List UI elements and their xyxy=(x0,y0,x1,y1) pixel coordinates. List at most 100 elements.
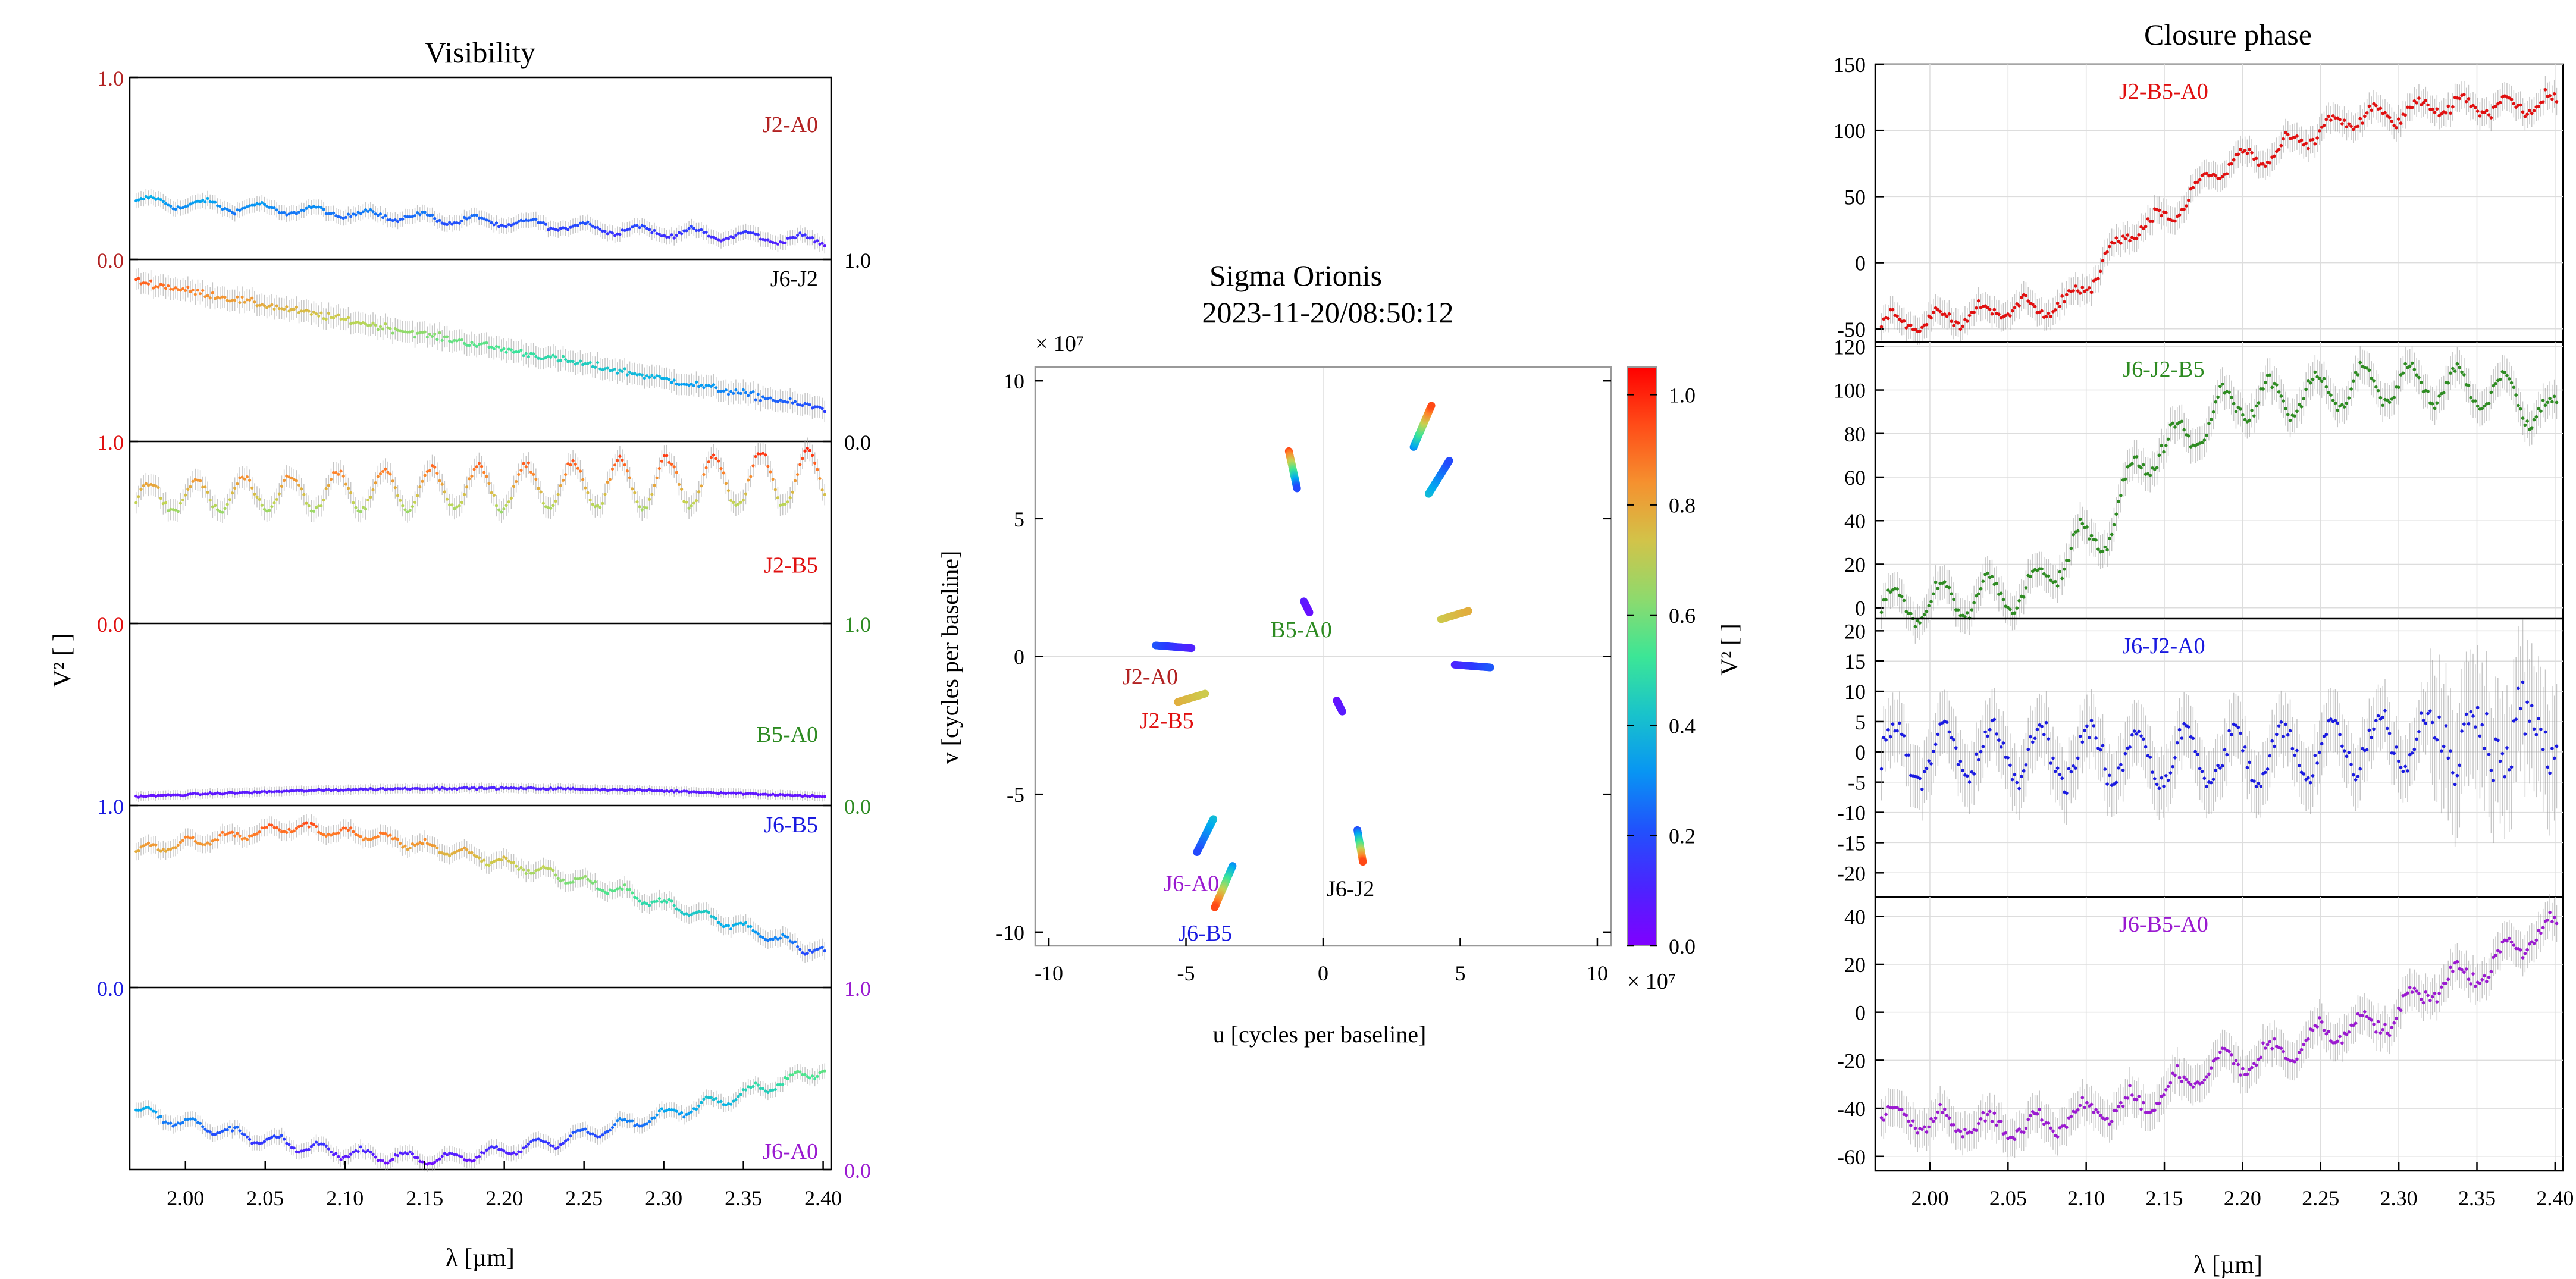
data-point xyxy=(700,383,703,387)
data-point xyxy=(2160,444,2164,448)
data-point xyxy=(314,788,318,792)
data-point xyxy=(2471,714,2475,718)
data-point xyxy=(184,205,187,209)
data-point xyxy=(816,948,819,951)
data-point xyxy=(655,374,659,378)
data-point xyxy=(134,1108,138,1112)
data-point xyxy=(1884,1112,1888,1117)
data-point xyxy=(2494,381,2497,385)
visibility-tick-label: 0.0 xyxy=(97,613,124,637)
data-point xyxy=(2541,399,2545,402)
data-point xyxy=(2207,422,2211,425)
visibility-panel-j6-b5: 1.00.0J6-B5 xyxy=(97,795,831,1001)
data-point xyxy=(2200,769,2204,773)
data-point xyxy=(2444,982,2448,985)
data-point xyxy=(189,792,192,796)
data-point xyxy=(2345,401,2349,405)
uv-y-tick-label: 5 xyxy=(1014,507,1024,531)
data-point xyxy=(534,355,538,358)
data-point xyxy=(139,1108,143,1112)
data-point xyxy=(1992,717,1997,722)
data-point xyxy=(2487,113,2491,117)
data-point xyxy=(2537,929,2540,933)
data-point xyxy=(349,826,353,830)
data-point xyxy=(1895,314,1899,318)
data-point xyxy=(339,317,343,321)
data-point xyxy=(2282,137,2285,141)
data-point xyxy=(818,242,822,246)
data-point xyxy=(142,281,145,285)
data-point xyxy=(391,331,394,335)
data-point xyxy=(455,849,459,853)
data-point xyxy=(2186,198,2190,202)
data-point xyxy=(702,231,706,234)
data-point xyxy=(378,831,383,835)
data-point xyxy=(2523,951,2527,955)
data-point xyxy=(717,921,720,924)
data-point xyxy=(265,509,269,513)
data-point xyxy=(722,238,725,242)
data-point xyxy=(2550,400,2554,404)
data-point xyxy=(2329,393,2333,397)
data-point xyxy=(662,1109,666,1113)
data-point xyxy=(1995,581,1998,585)
data-point xyxy=(421,788,424,791)
data-point xyxy=(253,833,256,836)
data-point xyxy=(233,1126,237,1130)
data-point xyxy=(2518,103,2522,107)
data-point xyxy=(724,924,728,927)
data-point xyxy=(2085,525,2089,529)
colorbar-tick-label: 1.0 xyxy=(1669,383,1696,407)
data-point xyxy=(2060,576,2064,581)
data-point xyxy=(504,350,508,354)
data-point xyxy=(386,326,390,330)
data-point xyxy=(2128,745,2132,749)
data-point xyxy=(2180,1079,2184,1083)
data-point xyxy=(756,393,760,396)
data-point xyxy=(366,209,370,214)
data-point xyxy=(216,1131,220,1135)
data-point xyxy=(2060,776,2064,780)
data-point xyxy=(638,225,641,230)
data-point xyxy=(509,786,513,790)
data-point xyxy=(519,786,523,789)
data-point xyxy=(492,786,496,789)
data-point xyxy=(391,218,394,222)
data-point xyxy=(2098,269,2102,274)
data-point xyxy=(657,1109,661,1113)
data-point xyxy=(662,454,666,457)
data-point xyxy=(2453,369,2457,373)
data-point xyxy=(164,286,168,290)
data-point xyxy=(430,464,434,468)
data-point xyxy=(2469,982,2473,986)
data-point xyxy=(416,786,419,790)
data-point xyxy=(443,787,446,791)
data-point xyxy=(2494,104,2497,108)
data-point xyxy=(739,231,742,235)
data-point xyxy=(2358,767,2362,771)
data-point xyxy=(2168,771,2173,775)
data-point xyxy=(1918,776,1922,780)
data-point xyxy=(549,506,553,510)
data-point xyxy=(146,282,151,286)
data-point xyxy=(591,503,594,506)
data-point xyxy=(497,787,501,791)
data-point xyxy=(196,1121,200,1124)
data-point xyxy=(2108,537,2111,541)
data-point xyxy=(635,788,639,791)
data-point xyxy=(448,786,452,791)
uv-point xyxy=(1187,644,1196,653)
data-point xyxy=(2498,759,2502,763)
data-point xyxy=(546,867,550,870)
x-tick-label: 2.15 xyxy=(406,1186,443,1210)
data-point xyxy=(2356,373,2360,377)
data-point xyxy=(677,790,681,794)
data-point xyxy=(561,878,565,882)
data-point xyxy=(2230,396,2233,399)
data-point xyxy=(221,207,224,211)
visibility-error-bars xyxy=(135,189,826,254)
data-point xyxy=(314,312,318,315)
data-point xyxy=(779,1083,782,1086)
data-point xyxy=(2168,1081,2173,1085)
data-point xyxy=(154,198,158,201)
